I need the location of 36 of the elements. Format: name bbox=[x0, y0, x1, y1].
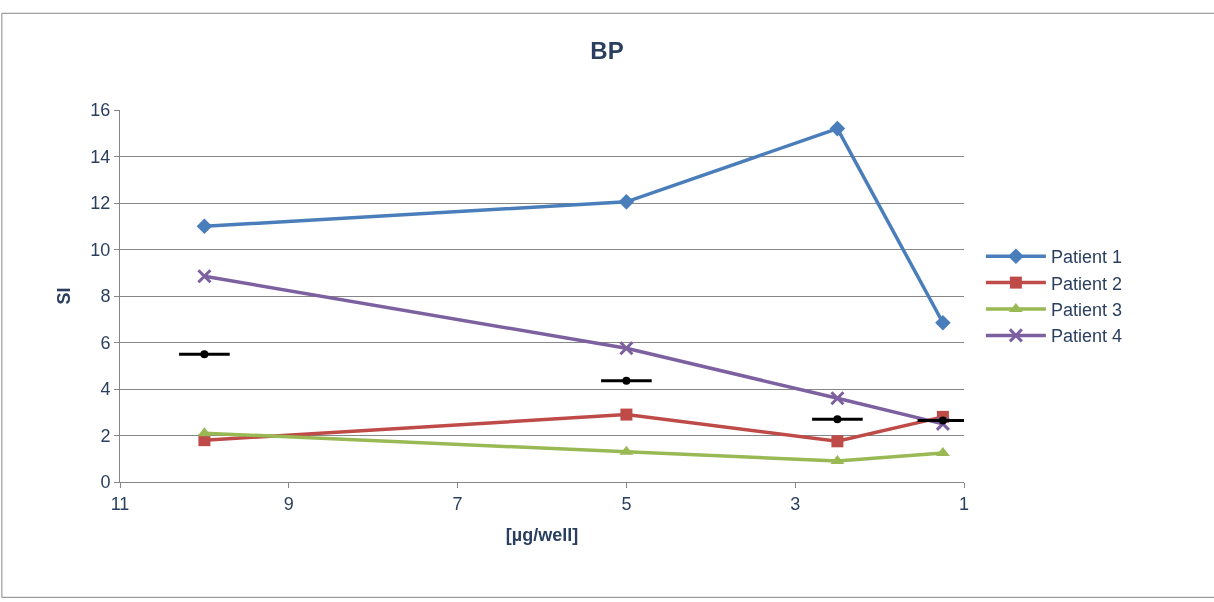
point bbox=[200, 350, 209, 359]
y-tick-label: 16 bbox=[90, 100, 111, 121]
y-axis-title: SI bbox=[53, 287, 74, 305]
point bbox=[829, 390, 845, 406]
x-tick-label: 11 bbox=[110, 493, 130, 514]
point bbox=[833, 415, 842, 424]
x-tick-label: 7 bbox=[452, 493, 463, 514]
point bbox=[935, 416, 951, 432]
legend-label: Patient 1 bbox=[1050, 247, 1122, 268]
y-tick-label: 6 bbox=[100, 332, 111, 353]
legend-label: Patient 2 bbox=[1050, 273, 1122, 294]
point bbox=[620, 408, 633, 421]
y-tick-label: 8 bbox=[100, 286, 111, 307]
x-tick-label: 3 bbox=[790, 493, 801, 514]
y-tick-label: 14 bbox=[90, 146, 111, 167]
point bbox=[618, 340, 634, 356]
legend-label: Patient 4 bbox=[1050, 326, 1122, 347]
legend-label: Patient 3 bbox=[1050, 300, 1122, 321]
point bbox=[938, 416, 947, 425]
point bbox=[196, 268, 212, 284]
x-tick-label: 9 bbox=[283, 493, 294, 514]
chart-title: BP bbox=[590, 36, 624, 64]
point bbox=[831, 435, 844, 448]
x-tick-label: 5 bbox=[621, 493, 632, 514]
y-tick-label: 2 bbox=[100, 425, 111, 446]
y-tick-label: 10 bbox=[90, 239, 111, 260]
y-tick-label: 0 bbox=[100, 472, 111, 493]
point bbox=[935, 314, 951, 331]
y-tick-label: 12 bbox=[90, 193, 111, 214]
point bbox=[618, 194, 635, 210]
point bbox=[622, 376, 631, 385]
point bbox=[196, 218, 213, 235]
y-tick-label: 4 bbox=[100, 379, 111, 400]
x-tick-label: 1 bbox=[958, 493, 970, 514]
x-axis-title: [µg/well] bbox=[505, 524, 579, 545]
point bbox=[829, 120, 846, 137]
